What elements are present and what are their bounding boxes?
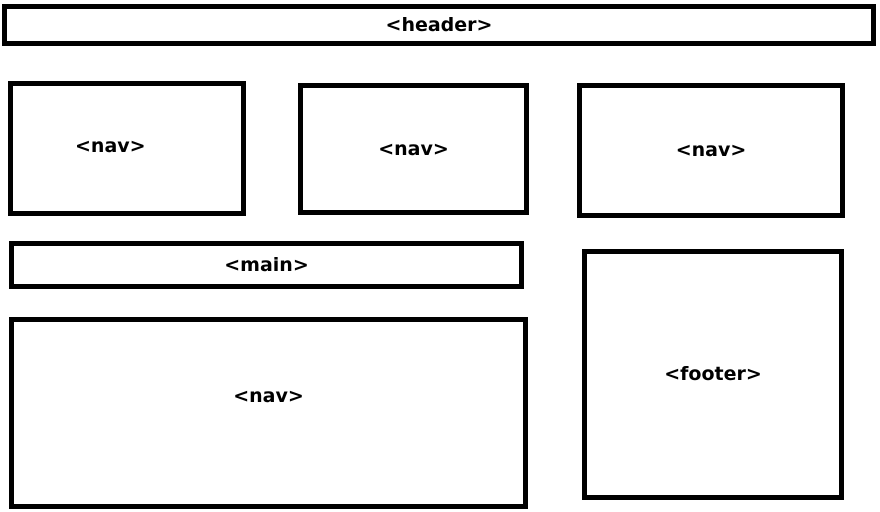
footer-block-label: <footer>	[664, 363, 762, 385]
nav-block-2-label: <nav>	[378, 137, 449, 160]
footer-block: <footer>	[582, 249, 844, 500]
nav-block-3: <nav>	[577, 83, 845, 218]
nav-block-4-label: <nav>	[233, 384, 304, 407]
nav-block-2: <nav>	[298, 83, 529, 215]
nav-block-4: <nav>	[9, 317, 528, 509]
nav-block-1-label: <nav>	[75, 135, 146, 157]
nav-block-3-label: <nav>	[675, 139, 747, 161]
header-block: <header>	[2, 4, 876, 46]
main-block-label: <main>	[224, 253, 309, 276]
header-block-label: <header>	[385, 13, 493, 36]
nav-block-1: <nav>	[8, 81, 246, 216]
main-block: <main>	[9, 241, 524, 289]
